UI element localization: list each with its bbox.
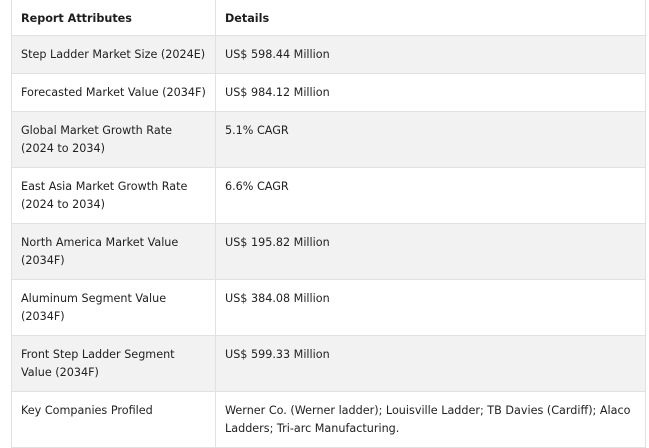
- table-row: Global Market Growth Rate (2024 to 2034)…: [11, 111, 646, 168]
- detail-cell: 6.6% CAGR: [215, 167, 646, 224]
- table-row: Aluminum Segment Value (2034F) US$ 384.08…: [11, 279, 646, 336]
- detail-cell: US$ 984.12 Million: [215, 73, 646, 112]
- table-header-row: Report Attributes Details: [11, 0, 646, 36]
- table-row: Forecasted Market Value (2034F) US$ 984.1…: [11, 73, 646, 112]
- table-row: Front Step Ladder Segment Value (2034F) U…: [11, 335, 646, 392]
- detail-cell: Werner Co. (Werner ladder); Louisville L…: [215, 391, 646, 448]
- attribute-cell: East Asia Market Growth Rate (2024 to 20…: [11, 167, 216, 224]
- attribute-cell: Step Ladder Market Size (2024E): [11, 35, 216, 74]
- column-header-details: Details: [215, 0, 646, 36]
- detail-cell: 5.1% CAGR: [215, 111, 646, 168]
- attribute-cell: Aluminum Segment Value (2034F): [11, 279, 216, 336]
- detail-cell: US$ 598.44 Million: [215, 35, 646, 74]
- report-attributes-table: Report Attributes Details Step Ladder Ma…: [11, 0, 646, 448]
- table-row: North America Market Value (2034F) US$ 19…: [11, 223, 646, 280]
- column-header-attributes: Report Attributes: [11, 0, 216, 36]
- table-row: Step Ladder Market Size (2024E) US$ 598.4…: [11, 35, 646, 74]
- detail-cell: US$ 384.08 Million: [215, 279, 646, 336]
- attribute-cell: Global Market Growth Rate (2024 to 2034): [11, 111, 216, 168]
- attribute-cell: Key Companies Profiled: [11, 391, 216, 448]
- attribute-cell: North America Market Value (2034F): [11, 223, 216, 280]
- attribute-cell: Front Step Ladder Segment Value (2034F): [11, 335, 216, 392]
- attribute-cell: Forecasted Market Value (2034F): [11, 73, 216, 112]
- table-row: Key Companies Profiled Werner Co. (Werner…: [11, 391, 646, 448]
- detail-cell: US$ 195.82 Million: [215, 223, 646, 280]
- detail-cell: US$ 599.33 Million: [215, 335, 646, 392]
- table-row: East Asia Market Growth Rate (2024 to 20…: [11, 167, 646, 224]
